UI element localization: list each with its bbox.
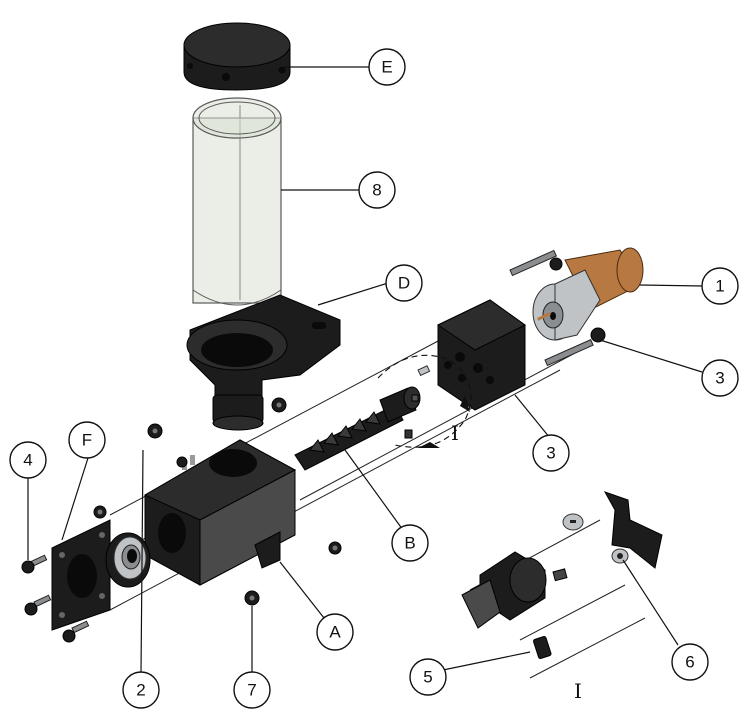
callout-a: A — [316, 613, 354, 651]
callout-7: 7 — [233, 671, 271, 709]
auger-part-b — [294, 365, 431, 471]
callout-e-label: E — [381, 58, 392, 77]
callout-5: 5 — [409, 658, 447, 696]
callout-1-label: 1 — [715, 277, 724, 296]
callout-4: 4 — [9, 441, 47, 479]
callout-5-label: 5 — [423, 668, 432, 687]
callout-4-label: 4 — [23, 451, 32, 470]
assembly-axis-lines — [59, 105, 646, 679]
callout-6: 6 — [671, 643, 709, 681]
callout-a-label: A — [329, 623, 341, 642]
detail-marker-label: I — [451, 421, 459, 445]
nuts-part-7 — [93, 397, 342, 606]
callout-d-label: D — [398, 274, 410, 293]
detail-view-i — [461, 491, 663, 660]
callout-3-lower-label: 3 — [546, 444, 555, 463]
motor-part-1 — [532, 247, 644, 341]
long-screws-part-3 — [509, 249, 606, 367]
callout-b: B — [391, 524, 429, 562]
leader-lines — [27, 66, 704, 674]
callout-b-label: B — [404, 534, 415, 553]
callout-8: 8 — [358, 171, 396, 209]
detail-marker-circle — [377, 354, 472, 448]
detail-view-title: I — [574, 679, 582, 703]
callout-7-label: 7 — [247, 681, 256, 700]
callout-3-right: 3 — [701, 359, 739, 397]
callout-2: 2 — [122, 671, 160, 709]
glass-tube-part-8 — [192, 97, 282, 306]
callout-2-label: 2 — [136, 681, 145, 700]
bearing-part-2 — [105, 532, 151, 588]
callout-f: F — [68, 421, 106, 459]
housing-part-a — [143, 439, 297, 586]
callout-3-lower: 3 — [532, 434, 570, 472]
hopper-part-d — [186, 294, 341, 431]
callout-6-label: 6 — [685, 653, 694, 672]
motor-mount-part-3 — [436, 299, 526, 411]
callout-f-label: F — [82, 431, 92, 450]
callout-d: D — [385, 264, 423, 302]
callout-e: E — [368, 48, 406, 86]
cap-part-e — [183, 22, 291, 91]
flange-part-f — [51, 519, 111, 631]
callout-3-right-label: 3 — [715, 369, 724, 388]
callout-8-label: 8 — [372, 181, 381, 200]
screws-part-4 — [21, 554, 90, 643]
callout-1: 1 — [701, 267, 739, 305]
